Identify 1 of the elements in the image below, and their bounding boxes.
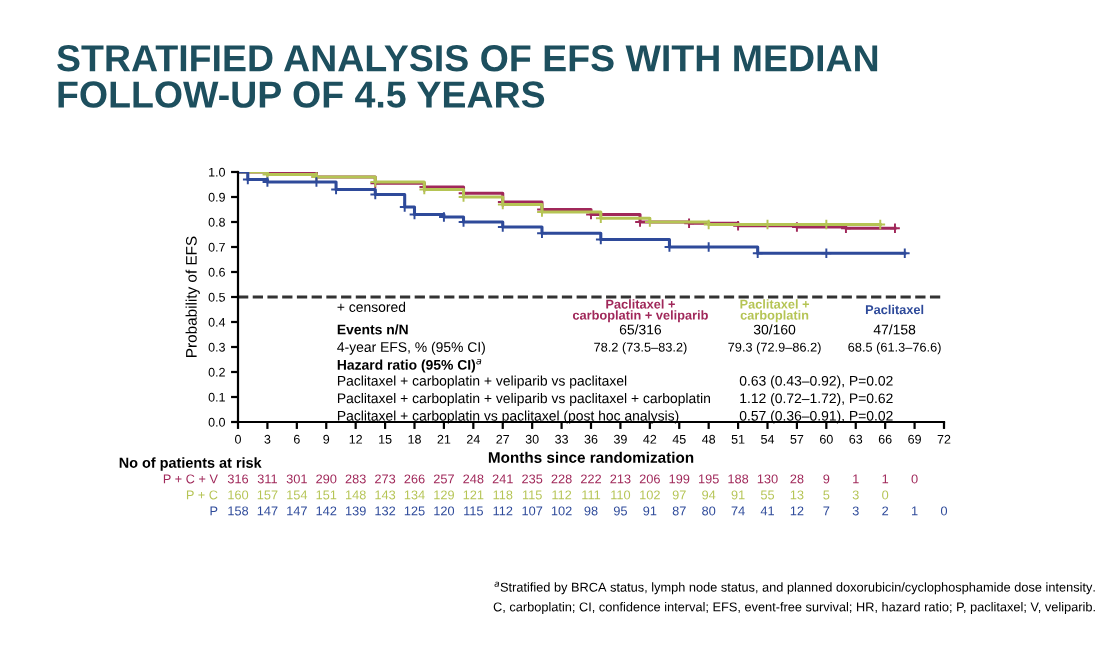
chart-title: STRATIFIED ANALYSIS OF EFS WITH MEDIAN FOLLOW-UP OF 4.5 YEARS [57,44,878,108]
